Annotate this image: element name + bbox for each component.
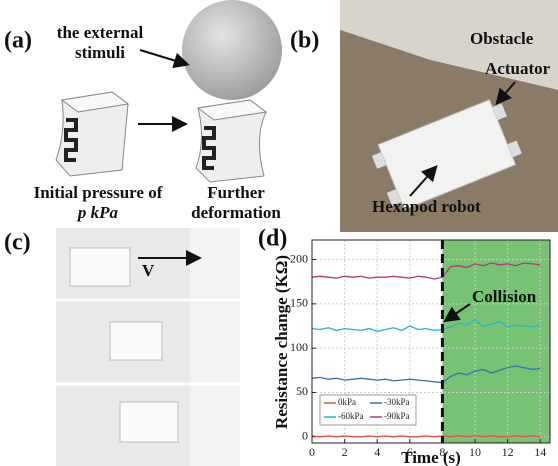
panel-c: (c) V	[4, 228, 240, 466]
x-tick-label: 0	[309, 445, 315, 459]
label: Actuator	[485, 59, 551, 78]
collision-region	[442, 240, 550, 443]
y-tick-label: 150	[290, 296, 308, 310]
panel-a: (a) the external stimuli Initial pressur…	[4, 0, 282, 222]
x-tick-label: 14	[534, 445, 546, 459]
caption: Further	[207, 183, 265, 202]
legend-label: -30kPa	[384, 397, 410, 407]
panel-letter: (c)	[4, 230, 31, 256]
x-tick-label: 8	[439, 445, 445, 459]
panel-letter: (d)	[258, 226, 287, 252]
panel-letter: (a)	[4, 28, 32, 54]
x-tick-label: 6	[407, 445, 413, 459]
label: Hexapod robot	[372, 197, 481, 216]
y-tick-label: 0	[302, 429, 308, 443]
y-tick-label: 50	[296, 384, 308, 398]
panel-letter: (b)	[290, 28, 319, 54]
label: V	[142, 261, 155, 280]
y-axis-label: Resistance change (KΩ)	[272, 255, 291, 429]
label: Obstacle	[470, 29, 534, 48]
stimuli-label: stimuli	[75, 43, 125, 62]
y-tick-label: 200	[290, 251, 308, 265]
actuator-left	[56, 92, 128, 176]
annotation: Collision	[472, 287, 537, 306]
actuator-right	[196, 100, 266, 182]
x-tick-label: 12	[502, 445, 514, 459]
legend-label: -90kPa	[384, 411, 410, 421]
x-tick-label: 4	[374, 445, 380, 459]
figure: (a) the external stimuli Initial pressur…	[0, 0, 558, 466]
stimuli-label: the external	[57, 23, 144, 42]
robot	[70, 248, 130, 286]
sphere	[182, 0, 282, 100]
x-tick-label: 2	[342, 445, 348, 459]
arrow	[140, 50, 186, 64]
caption: p kPa	[76, 203, 119, 222]
legend-label: 0kPa	[338, 397, 356, 407]
robot	[110, 322, 162, 360]
panel-b: (b) Obstacle Actuator Hexapod robot	[290, 0, 558, 232]
panel-d: (d) Resistance change (KΩ) Time (s) 0501…	[258, 226, 550, 466]
robot	[120, 402, 178, 442]
legend-label: -60kPa	[338, 411, 364, 421]
caption: Initial pressure of	[34, 183, 163, 202]
x-tick-label: 10	[469, 445, 481, 459]
y-tick-label: 100	[290, 340, 308, 354]
caption: deformation	[191, 203, 281, 222]
